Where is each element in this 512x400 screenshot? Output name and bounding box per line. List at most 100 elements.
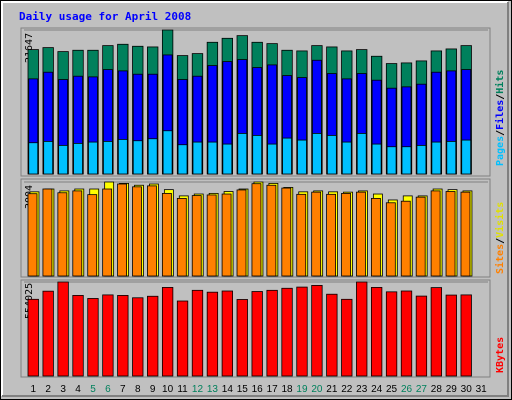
kbytes-bar-day-25 xyxy=(385,291,398,377)
x-tick-label-9: 9 xyxy=(150,384,156,395)
x-tick-label-31: 31 xyxy=(476,384,488,395)
legend-bottom: KBytes xyxy=(495,337,506,373)
chart-title: Daily usage for April 2008 xyxy=(19,10,191,23)
sites-bar-day-1 xyxy=(27,193,38,277)
pages-bar-day-24 xyxy=(371,143,382,175)
kbytes-bar-day-28 xyxy=(430,287,443,377)
kbytes-bar-day-30 xyxy=(460,294,472,377)
pages-bar-day-23 xyxy=(356,133,367,175)
x-tick-label-28: 28 xyxy=(431,384,443,395)
pages-bar-day-14 xyxy=(222,143,233,175)
hits-bars xyxy=(27,29,472,175)
pages-bar-day-1 xyxy=(28,142,39,175)
kbytes-bars xyxy=(27,281,472,377)
pages-bar-day-13 xyxy=(207,141,218,175)
pages-bar-day-26 xyxy=(401,146,412,175)
x-axis-day-labels: 1 2 3 4 5 6 7 8 9 10 11 12 13 14 15 16 17 18 19 20 21 22 23 24 2… xyxy=(30,384,487,395)
kbytes-bar-day-4 xyxy=(72,295,84,377)
sites-bar-day-4 xyxy=(72,190,83,277)
pages-bar-day-25 xyxy=(386,146,397,175)
x-tick-label-18: 18 xyxy=(281,384,293,395)
x-tick-label-17: 17 xyxy=(267,384,279,395)
x-tick-label-7: 7 xyxy=(120,384,126,395)
x-tick-label-8: 8 xyxy=(135,384,141,395)
kbytes-bar-day-2 xyxy=(42,290,54,377)
legend-middle: Sites/Visits xyxy=(494,202,506,274)
legend-pages: Pages xyxy=(495,136,506,166)
x-tick-label-26: 26 xyxy=(401,384,413,395)
x-tick-label-30: 30 xyxy=(461,384,473,395)
kbytes-bar-day-27 xyxy=(415,295,428,377)
legend-sites: Sites xyxy=(494,244,506,274)
visits-panel: 3004 xyxy=(20,178,491,278)
sites-bar-day-23 xyxy=(356,191,366,277)
pages-bar-day-12 xyxy=(192,141,203,175)
sites-bar-day-13 xyxy=(206,194,217,277)
pages-bar-day-17 xyxy=(267,143,278,175)
sites-bar-day-5 xyxy=(87,194,98,277)
kbytes-bar-day-3 xyxy=(57,281,69,377)
x-tick-label-15: 15 xyxy=(237,384,249,395)
legend-files: Files xyxy=(494,100,506,130)
x-tick-label-3: 3 xyxy=(60,384,66,395)
sites-bar-day-25 xyxy=(385,202,396,277)
pages-bar-day-16 xyxy=(252,135,263,175)
pages-bar-day-4 xyxy=(73,142,83,175)
pages-bar-day-15 xyxy=(237,133,248,175)
sites-bar-day-30 xyxy=(460,191,471,277)
sites-bar-day-20 xyxy=(311,191,322,277)
kbytes-bar-day-20 xyxy=(311,284,323,377)
sites-bar-day-26 xyxy=(400,200,411,277)
pages-bar-day-20 xyxy=(312,133,322,175)
sites-bar-day-15 xyxy=(236,189,247,277)
pages-bar-day-9 xyxy=(147,138,158,175)
sites-bar-day-17 xyxy=(266,184,277,277)
sites-bar-day-21 xyxy=(326,193,337,277)
sites-bar-day-7 xyxy=(117,183,127,277)
x-tick-label-23: 23 xyxy=(356,384,368,395)
legend-sep-1: / xyxy=(495,130,506,136)
pages-bar-day-27 xyxy=(416,144,427,175)
pages-bar-day-11 xyxy=(177,144,188,175)
x-tick-label-21: 21 xyxy=(326,384,338,395)
kbytes-bar-day-16 xyxy=(251,291,263,377)
x-tick-label-22: 22 xyxy=(341,384,353,395)
kbytes-bar-day-29 xyxy=(445,294,457,377)
kbytes-bar-day-24 xyxy=(370,287,383,377)
sites-bar-day-10 xyxy=(161,192,172,277)
legend-top: Pages/Files/Hits xyxy=(494,70,506,166)
x-tick-label-10: 10 xyxy=(162,384,174,395)
x-tick-label-27: 27 xyxy=(416,384,428,395)
kbytes-bar-day-11 xyxy=(176,300,189,377)
kbytes-bar-day-26 xyxy=(400,290,413,377)
x-tick-label-4: 4 xyxy=(75,384,81,395)
sites-bar-day-6 xyxy=(102,188,113,277)
kbytes-panel: 554025 xyxy=(20,279,491,378)
visits-panel-border xyxy=(20,178,491,278)
legend-kbytes: KBytes xyxy=(495,337,506,373)
x-tick-label-5: 5 xyxy=(90,384,96,395)
x-tick-label-20: 20 xyxy=(311,384,323,395)
sites-bar-day-12 xyxy=(191,195,202,277)
pages-bar-day-28 xyxy=(431,141,442,175)
kbytes-bar-day-1 xyxy=(27,298,39,377)
x-tick-label-19: 19 xyxy=(296,384,308,395)
sites-bar-day-3 xyxy=(57,192,68,277)
hits-panel: 21647 xyxy=(20,27,491,177)
sites-bar-day-16 xyxy=(251,183,262,277)
kbytes-bar-day-5 xyxy=(87,298,99,377)
sites-bar-day-2 xyxy=(42,188,53,277)
sites-bar-day-11 xyxy=(176,197,187,277)
x-tick-label-13: 13 xyxy=(207,384,219,395)
x-tick-label-11: 11 xyxy=(177,384,188,395)
visits-bars xyxy=(27,181,473,277)
x-tick-label-16: 16 xyxy=(252,384,264,395)
kbytes-bar-day-8 xyxy=(132,297,144,377)
kbytes-bar-day-22 xyxy=(341,298,353,377)
sites-bar-day-22 xyxy=(341,192,351,277)
x-tick-label-25: 25 xyxy=(386,384,398,395)
hits-panel-border xyxy=(20,27,491,177)
sites-bar-day-14 xyxy=(221,193,232,277)
pages-bar-day-6 xyxy=(103,140,113,175)
